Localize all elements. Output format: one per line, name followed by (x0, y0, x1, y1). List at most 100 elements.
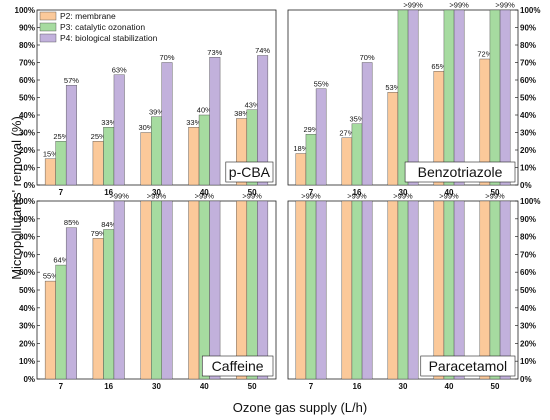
bar-p2 (92, 238, 104, 380)
x-tick-label: 16 (104, 188, 113, 197)
bar-p2 (140, 132, 152, 186)
bar-p4 (499, 9, 511, 186)
y-tick-label: 0% (520, 375, 532, 384)
bar-p3 (103, 127, 115, 186)
bar-p2 (387, 200, 399, 380)
y-tick-label: 70% (19, 59, 35, 68)
bar-p3 (151, 200, 162, 380)
x-tick-label: 30 (399, 382, 408, 391)
bar-p2 (479, 200, 491, 380)
panel-2: 0% 10% 20% 30% 40% 50% 60% 70% 80% 90% 100% 7 55% 64%… (15, 192, 277, 391)
bar-p4 (453, 200, 465, 380)
data-label: >99% (347, 192, 367, 201)
data-label: 15% (43, 149, 58, 158)
data-label: 25% (53, 132, 68, 141)
bar-p4 (315, 200, 327, 380)
x-tick-label: 50 (248, 188, 257, 197)
data-label: 65% (431, 62, 446, 71)
bar-p2 (44, 158, 56, 186)
bar-p4 (161, 62, 173, 186)
y-tick-label: 90% (19, 215, 35, 224)
data-label: >99% (393, 192, 413, 201)
bar-p4 (407, 200, 419, 380)
data-label: 79% (91, 229, 106, 238)
bar-p3 (443, 200, 455, 380)
data-label: >99% (485, 192, 505, 201)
data-label: >99% (110, 192, 130, 201)
x-tick-label: 16 (353, 188, 362, 197)
y-tick-label: 0% (23, 375, 35, 384)
y-tick-label: 100% (520, 6, 540, 15)
x-tick-label: 16 (353, 382, 362, 391)
bar-p2 (341, 137, 353, 186)
x-tick-label: 30 (152, 188, 161, 197)
y-tick-label: 90% (520, 215, 536, 224)
y-tick-label: 50% (19, 94, 35, 103)
bar-p3 (305, 134, 317, 186)
y-tick-label: 40% (19, 111, 35, 120)
y-tick-label: 50% (19, 286, 35, 295)
data-label: 63% (112, 65, 127, 74)
bar-p4 (361, 62, 373, 186)
data-label: 55% (314, 79, 329, 88)
data-label: 27% (339, 128, 354, 137)
y-tick-label: 20% (520, 339, 536, 348)
legend-label: P4: biological stabilization (60, 33, 158, 43)
y-tick-label: 30% (520, 129, 536, 138)
y-tick-label: 30% (520, 322, 536, 331)
bar-p2 (188, 200, 200, 380)
bar-p3 (103, 229, 115, 380)
y-tick-label: 10% (19, 164, 35, 173)
data-label: 25% (91, 132, 106, 141)
legend-swatch-p3 (39, 22, 57, 32)
bar-p3 (198, 200, 210, 380)
y-tick-label: 50% (520, 286, 536, 295)
bar-p4 (257, 55, 269, 186)
bar-p3 (198, 114, 210, 186)
bar-p4 (113, 200, 125, 380)
y-tick-label: 10% (520, 357, 536, 366)
panel-title: Caffeine (212, 358, 264, 374)
y-tick-label: 20% (19, 339, 35, 348)
y-tick-label: 40% (520, 304, 536, 313)
legend-swatch-p2 (39, 11, 57, 21)
y-tick-label: 30% (19, 322, 35, 331)
y-tick-label: 80% (520, 233, 536, 242)
bar-p3 (55, 141, 67, 186)
y-tick-label: 60% (520, 268, 536, 277)
data-label: >99% (439, 192, 459, 201)
bar-p3 (443, 9, 455, 186)
x-tick-label: 40 (445, 188, 454, 197)
panel-title-box (420, 355, 516, 377)
panel-title-box (201, 355, 274, 377)
data-label: 35% (349, 114, 364, 123)
bar-p4 (361, 200, 373, 380)
bar-p4 (209, 57, 221, 186)
y-tick-label: 60% (19, 268, 35, 277)
x-tick-label: 7 (309, 382, 314, 391)
bar-p2 (188, 127, 200, 186)
legend-label: P2: membrane (60, 11, 116, 21)
x-tick-label: 7 (59, 382, 64, 391)
panel-title: Paracetamol (429, 358, 508, 374)
data-label: 29% (303, 125, 318, 134)
bar-p3 (246, 200, 258, 380)
bar-p3 (397, 9, 409, 186)
data-label: >99% (449, 1, 469, 10)
bar-p2 (295, 200, 307, 380)
bar-p4 (65, 85, 77, 186)
x-tick-label: 30 (399, 188, 408, 197)
bar-p2 (236, 200, 248, 380)
panel-title: Benzotriazole (418, 164, 503, 180)
y-tick-label: 70% (520, 59, 536, 68)
bar-p2 (341, 200, 353, 380)
panel-1: 0% 10% 20% 30% 40% 50% 60% 70% 80% 90% 100% 7 18% 29%… (287, 1, 540, 197)
bar-p2 (387, 92, 399, 186)
bar-p3 (351, 123, 363, 186)
bar-p4 (407, 9, 419, 186)
data-label: 40% (197, 106, 212, 115)
data-label: 30% (138, 123, 153, 132)
bar-p3 (351, 200, 363, 380)
x-tick-label: 30 (152, 382, 161, 391)
